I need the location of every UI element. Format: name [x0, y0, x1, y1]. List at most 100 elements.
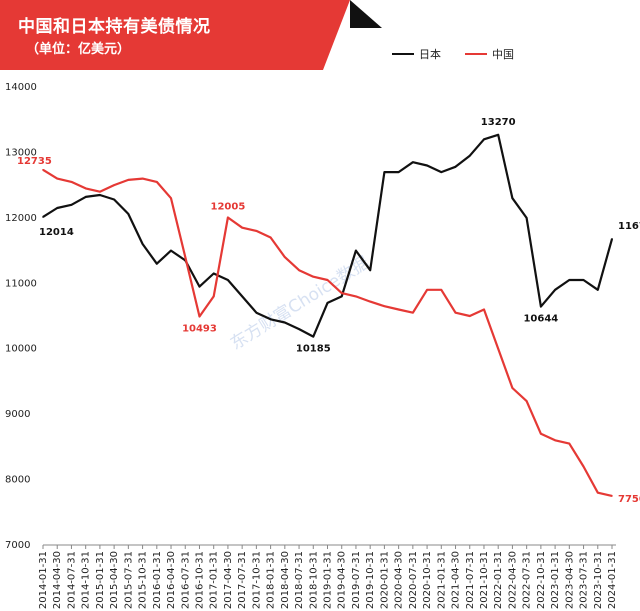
data-point — [483, 138, 485, 141]
data-point — [227, 279, 229, 281]
y-tick-label: 8000 — [5, 475, 30, 486]
data-point — [568, 442, 571, 445]
data-point — [198, 315, 201, 318]
data-point — [113, 198, 115, 201]
data-point — [483, 308, 485, 311]
data-point — [298, 269, 300, 272]
x-tick-label: 2017-04-30 — [223, 551, 234, 609]
data-point — [369, 300, 371, 303]
data-point — [156, 262, 158, 265]
x-tick-label: 2015-01-31 — [95, 551, 106, 609]
x-tick-label: 2014-07-31 — [66, 551, 77, 609]
x-tick-label: 2018-04-30 — [280, 551, 291, 609]
chart-title: 中国和日本持有美债情况 — [18, 17, 211, 37]
legend-item-china: 中国 — [465, 46, 514, 62]
legend-label-china: 中国 — [492, 48, 514, 61]
x-tick-label: 2022-04-30 — [507, 551, 518, 609]
y-tick-label: 10000 — [5, 344, 37, 355]
data-point — [70, 203, 73, 206]
x-tick-label: 2019-10-31 — [365, 551, 376, 609]
legend-swatch-japan — [392, 53, 414, 55]
legend: 日本 中国 — [392, 46, 530, 62]
data-label: 10185 — [296, 344, 331, 355]
data-point — [326, 279, 329, 281]
x-tick-label: 2019-07-31 — [351, 551, 362, 609]
data-point — [70, 181, 73, 183]
x-tick-label: 2016-07-31 — [180, 551, 191, 609]
data-label: 12735 — [17, 156, 52, 167]
data-point — [127, 179, 130, 181]
data-point — [525, 217, 528, 219]
data-point — [255, 311, 258, 314]
data-point — [84, 196, 87, 198]
x-tick-label: 2014-01-31 — [38, 551, 49, 609]
data-point — [596, 491, 599, 494]
data-point — [426, 164, 428, 167]
data-point — [355, 295, 357, 298]
data-point — [312, 335, 315, 338]
data-point — [397, 308, 400, 311]
data-point — [99, 190, 101, 193]
data-point — [269, 236, 272, 239]
data-point — [440, 171, 443, 173]
title-banner — [0, 0, 382, 70]
y-tick-label: 13000 — [5, 147, 37, 158]
data-point — [397, 171, 400, 173]
data-point — [141, 177, 144, 180]
data-point — [554, 289, 556, 291]
x-tick-label: 2022-10-31 — [536, 551, 547, 609]
data-label: 12014 — [39, 227, 74, 238]
y-tick-label: 12000 — [5, 213, 37, 224]
y-tick-label: 7000 — [5, 540, 30, 551]
data-point — [340, 295, 343, 298]
title-banner-background — [0, 0, 350, 70]
data-label: 10644 — [523, 314, 558, 325]
legend-item-japan: 日本 — [392, 46, 441, 62]
x-tick-label: 2019-04-30 — [337, 551, 348, 609]
data-point — [212, 295, 215, 298]
corner-triangle — [350, 0, 382, 28]
data-point — [255, 230, 258, 232]
data-point — [84, 187, 87, 190]
x-tick-label: 2023-01-31 — [550, 551, 561, 609]
data-point — [540, 432, 542, 435]
x-tick-label: 2016-01-31 — [152, 551, 163, 609]
x-tick-label: 2018-07-31 — [294, 551, 305, 609]
data-point — [383, 171, 386, 173]
data-point — [582, 279, 585, 281]
data-point — [369, 269, 371, 272]
data-point — [42, 216, 44, 218]
x-tick-label: 2020-10-31 — [422, 551, 433, 609]
x-tick-label: 2016-04-30 — [166, 551, 177, 609]
data-point — [127, 213, 130, 215]
data-point — [298, 328, 300, 330]
data-point — [141, 243, 144, 245]
x-tick-label: 2014-04-30 — [52, 551, 63, 609]
data-point — [212, 272, 215, 275]
x-tick-label: 2022-01-31 — [493, 551, 504, 609]
y-tick-label: 9000 — [5, 409, 30, 420]
x-tick-label: 2017-10-31 — [251, 551, 262, 609]
data-point — [184, 256, 187, 258]
data-point — [554, 439, 556, 442]
data-point — [284, 256, 286, 258]
data-point — [412, 311, 414, 314]
data-point — [454, 166, 457, 168]
legend-label-japan: 日本 — [419, 48, 441, 61]
data-label: 12005 — [211, 202, 246, 213]
data-point — [113, 184, 115, 186]
data-point — [241, 295, 243, 298]
data-label-layer: 12014 10185 13270 10644 11679 12735 10493 12005… — [17, 117, 640, 505]
data-point — [227, 216, 229, 219]
x-tick-label: 2017-07-31 — [237, 551, 248, 609]
data-point — [326, 302, 329, 304]
data-point — [596, 289, 599, 291]
legend-swatch-china — [465, 53, 487, 55]
data-point — [56, 207, 59, 209]
data-point — [412, 161, 414, 164]
x-tick-label: 2023-10-31 — [593, 551, 604, 609]
x-tick-label: 2015-04-30 — [109, 551, 120, 609]
y-tick-label: 14000 — [5, 82, 37, 93]
data-point — [440, 289, 443, 291]
